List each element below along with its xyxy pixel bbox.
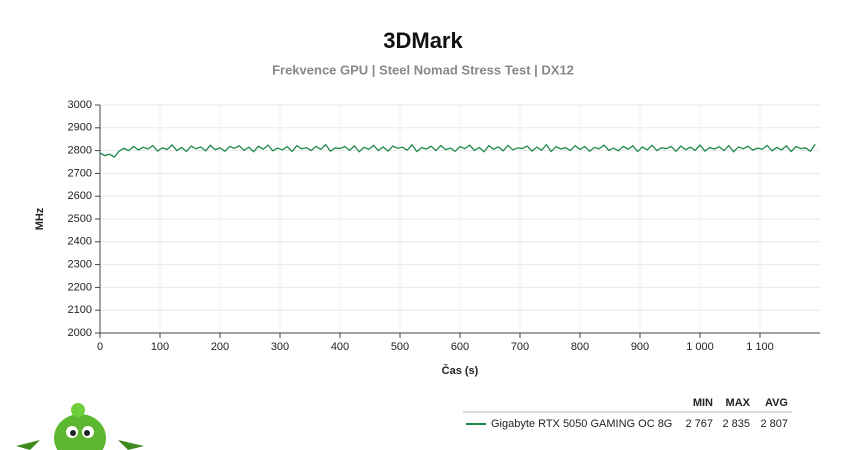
data-line — [99, 143, 816, 158]
x-tick-label: 100 — [151, 341, 169, 353]
y-tick-label: 2400 — [68, 236, 92, 248]
y-tick-label: 2200 — [68, 281, 92, 293]
x-tick-label: 800 — [571, 341, 589, 353]
x-tick-label: 400 — [331, 341, 349, 353]
chart-subtitle: Frekvence GPU | Steel Nomad Stress Test … — [272, 62, 574, 77]
x-tick-label: 500 — [391, 341, 409, 353]
y-tick-label: 2600 — [68, 190, 92, 202]
summary-header: AVG — [765, 397, 788, 409]
summary-value: 2 807 — [760, 418, 788, 430]
summary-header: MIN — [693, 397, 713, 409]
x-tick-label: 0 — [97, 341, 103, 353]
y-tick-label: 2100 — [68, 304, 92, 316]
mascot — [16, 403, 144, 450]
y-axis-label: MHz — [34, 207, 46, 230]
legend-label: Gigabyte RTX 5050 GAMING OC 8G — [491, 418, 672, 430]
x-tick-label: 600 — [451, 341, 469, 353]
x-tick-label: 900 — [631, 341, 649, 353]
x-tick-label: 1 000 — [686, 341, 714, 353]
y-tick-label: 2500 — [68, 213, 92, 225]
y-tick-label: 3000 — [68, 99, 92, 111]
x-tick-label: 200 — [211, 341, 229, 353]
summary-header: MAX — [726, 397, 751, 409]
y-tick-label: 2900 — [68, 122, 92, 134]
x-tick-label: 700 — [511, 341, 529, 353]
chart-title: 3DMark — [383, 28, 463, 53]
summary-value: 2 767 — [685, 418, 713, 430]
y-tick-label: 2800 — [68, 145, 92, 157]
y-tick-label: 2300 — [68, 259, 92, 271]
y-tick-label: 2000 — [68, 327, 92, 339]
y-tick-label: 2700 — [68, 167, 92, 179]
x-tick-label: 1 100 — [746, 341, 774, 353]
x-tick-label: 300 — [271, 341, 289, 353]
summary-value: 2 835 — [722, 418, 750, 430]
x-axis-label: Čas (s) — [442, 364, 479, 377]
